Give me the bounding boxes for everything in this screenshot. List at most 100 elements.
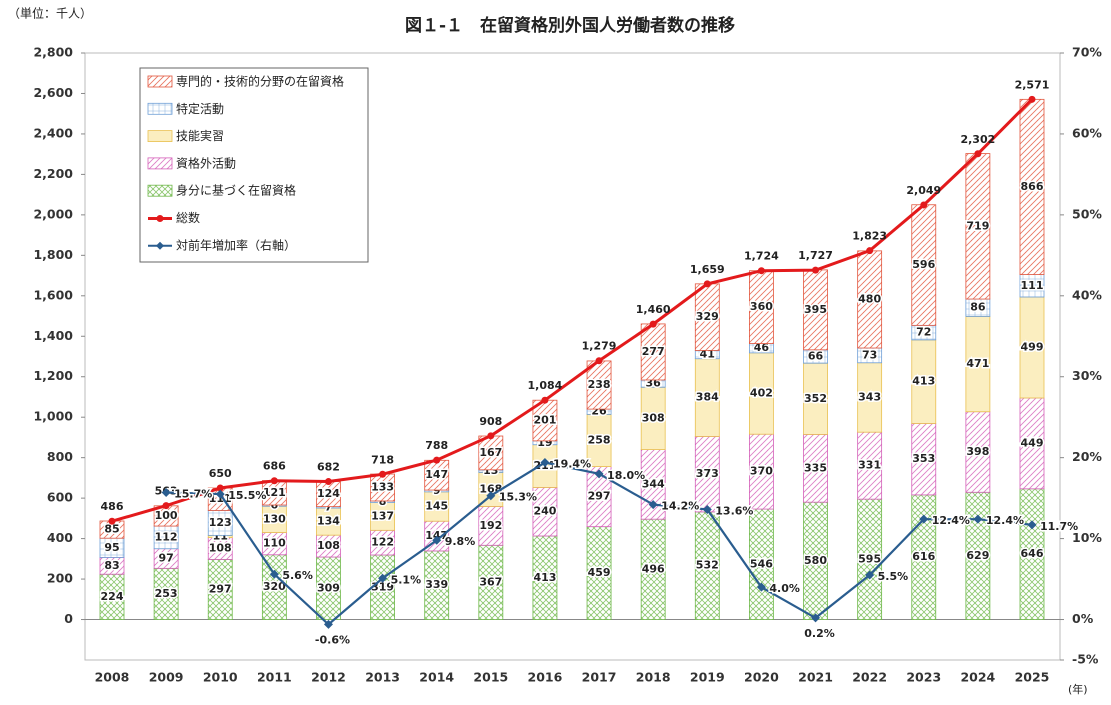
bar-segment: [749, 270, 774, 344]
bar-segment: [99, 573, 125, 620]
total-label: 1,659: [690, 263, 725, 276]
total-label: 788: [425, 439, 448, 452]
segment-label: 496: [642, 562, 665, 575]
x-tick-label: 2024: [960, 670, 995, 685]
segment-label: 130: [263, 512, 286, 525]
y-tick-label: 1,800: [33, 247, 73, 262]
total-marker: [649, 320, 657, 328]
legend-label: 専門的・技術的分野の在留資格: [176, 74, 344, 89]
bar-segment: [857, 250, 883, 349]
legend-label: 身分に基づく在留資格: [176, 183, 296, 198]
legend-swatch: [147, 102, 173, 115]
x-tick-label: 2019: [690, 670, 725, 685]
bar-segment: [153, 567, 179, 620]
total-marker: [216, 484, 224, 492]
bar-segment: [965, 491, 991, 620]
bar-segment: [532, 535, 558, 620]
bar-segment: [911, 339, 937, 424]
segment-label: 167: [479, 446, 502, 459]
rate-label: 5.5%: [878, 570, 909, 583]
total-marker: [866, 247, 874, 255]
total-marker: [703, 280, 711, 288]
segment-label: 866: [1021, 180, 1044, 193]
rate-label: 15.3%: [499, 491, 537, 504]
total-label: 1,460: [636, 303, 671, 316]
y2-tick-label: -5%: [1072, 652, 1099, 667]
rate-label: 15.7%: [174, 487, 212, 500]
segment-label: 546: [750, 557, 773, 570]
segment-label: 499: [1021, 340, 1044, 353]
segment-label: 86: [970, 301, 986, 314]
bar-segment: [1019, 98, 1045, 275]
legend-label: 特定活動: [176, 101, 224, 116]
rate-label: 11.7%: [1040, 520, 1078, 533]
segment-label: 111: [1021, 279, 1044, 292]
bar-segment: [586, 526, 612, 620]
y2-tick-label: 60%: [1072, 125, 1102, 140]
segment-label: 147: [425, 468, 448, 481]
legend-swatch: [147, 184, 173, 197]
total-label: 682: [317, 461, 340, 474]
total-marker: [433, 456, 441, 464]
segment-label: 73: [862, 348, 877, 361]
total-label: 1,823: [852, 230, 887, 243]
segment-label: 122: [371, 536, 394, 549]
segment-label: 297: [588, 490, 611, 503]
x-tick-label: 2014: [419, 670, 454, 685]
rate-marker: [540, 458, 550, 468]
y2-tick-label: 30%: [1072, 368, 1102, 383]
rate-label: -0.6%: [315, 633, 350, 646]
segment-label: 413: [533, 571, 556, 584]
segment-label: 137: [371, 509, 394, 522]
x-tick-label: 2021: [798, 670, 833, 685]
x-tick-label: 2017: [582, 670, 617, 685]
bar-segment: [911, 204, 937, 326]
bar-segment: [316, 481, 341, 508]
total-label: 2,049: [906, 184, 941, 197]
rate-marker: [648, 500, 658, 510]
segment-label: 343: [858, 390, 881, 403]
segment-label: 596: [912, 258, 935, 271]
legend-marker: [156, 241, 164, 250]
segment-label: 339: [425, 578, 448, 591]
bar-segment: [586, 360, 612, 410]
rate-label: 15.5%: [228, 489, 266, 502]
rate-marker: [486, 491, 496, 501]
total-label: 2,571: [1015, 78, 1050, 91]
rate-marker: [215, 489, 225, 499]
bar-segment: [370, 529, 395, 556]
rate-label: 12.4%: [986, 514, 1024, 527]
bar-segment: [749, 508, 774, 620]
segment-label: 320: [263, 580, 286, 593]
segment-label: 147: [425, 529, 448, 542]
segment-label: 72: [916, 326, 931, 339]
segment-label: 297: [209, 582, 232, 595]
y-tick-label: 0: [64, 611, 73, 626]
segment-label: 123: [209, 516, 232, 529]
total-label: 718: [371, 453, 394, 466]
total-marker: [974, 150, 982, 158]
rate-marker: [973, 514, 983, 524]
segment-label: 66: [808, 350, 824, 363]
y-tick-label: 1,600: [33, 287, 73, 302]
rate-label: 13.6%: [715, 504, 753, 517]
total-label: 1,084: [528, 379, 563, 392]
bar-segment: [965, 316, 991, 413]
segment-label: 580: [804, 554, 827, 567]
segment-label: 616: [912, 550, 935, 563]
bar-segment: [261, 554, 287, 620]
chart-title: 図１-１ 在留資格別外国人労働者数の推移: [405, 15, 735, 36]
segment-label: 85: [104, 523, 119, 536]
segment-label: 344: [642, 477, 665, 490]
segment-label: 134: [317, 515, 340, 528]
bar-segment: [803, 269, 828, 351]
y-tick-label: 2,000: [33, 206, 73, 221]
rate-label: 5.1%: [391, 573, 422, 586]
legend-label: 技能実習: [176, 128, 224, 143]
rate-marker: [865, 570, 875, 580]
segment-label: 595: [858, 552, 881, 565]
total-marker: [487, 432, 495, 440]
legend-swatch: [147, 130, 173, 143]
total-label: 1,279: [582, 340, 617, 353]
x-tick-label: 2012: [311, 670, 346, 685]
